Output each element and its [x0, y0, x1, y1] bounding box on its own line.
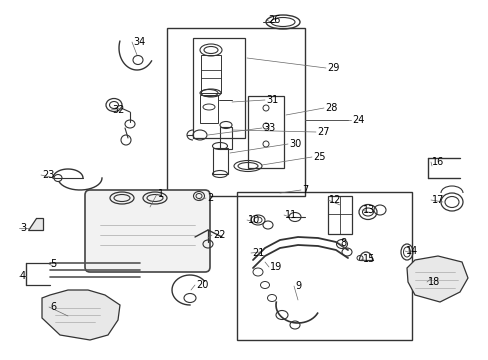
Text: 21: 21 [251, 248, 264, 258]
Text: 19: 19 [269, 262, 282, 272]
Bar [201, 55, 221, 93]
FancyBboxPatch shape [85, 190, 209, 272]
Text: 5: 5 [50, 259, 56, 269]
Text: 33: 33 [263, 123, 275, 133]
Bar [237, 192, 411, 340]
Text: 3: 3 [20, 223, 26, 233]
Text: 13: 13 [362, 205, 374, 215]
Text: 27: 27 [316, 127, 329, 137]
Polygon shape [28, 218, 43, 230]
Text: 7: 7 [302, 185, 307, 195]
Bar [193, 38, 244, 138]
Text: 23: 23 [42, 170, 54, 180]
Text: 6: 6 [50, 302, 56, 312]
Bar [200, 95, 218, 123]
Bar [327, 196, 351, 234]
Text: 15: 15 [362, 254, 375, 264]
Text: 18: 18 [427, 277, 439, 287]
Polygon shape [406, 256, 467, 302]
Bar [213, 148, 227, 174]
Text: 32: 32 [112, 105, 124, 115]
Text: 9: 9 [294, 281, 301, 291]
Text: 4: 4 [20, 271, 26, 281]
Text: 29: 29 [326, 63, 339, 73]
Text: 17: 17 [431, 195, 444, 205]
Text: 22: 22 [213, 230, 225, 240]
Text: 28: 28 [325, 103, 337, 113]
Text: 14: 14 [405, 246, 417, 256]
Text: 11: 11 [285, 210, 297, 220]
Text: 26: 26 [267, 15, 280, 25]
Text: 30: 30 [288, 139, 301, 149]
Bar [247, 96, 284, 168]
Polygon shape [42, 290, 120, 340]
Text: 10: 10 [247, 215, 260, 225]
Text: 24: 24 [351, 115, 364, 125]
Text: 16: 16 [431, 157, 443, 167]
Text: 8: 8 [339, 238, 346, 248]
Text: 12: 12 [328, 195, 341, 205]
Bar [167, 28, 305, 196]
Text: 25: 25 [312, 152, 325, 162]
Text: 2: 2 [206, 193, 213, 203]
Bar [220, 127, 231, 149]
Text: 1: 1 [158, 189, 164, 199]
Text: 34: 34 [133, 37, 145, 47]
Text: 31: 31 [265, 95, 278, 105]
Text: 20: 20 [196, 280, 208, 290]
